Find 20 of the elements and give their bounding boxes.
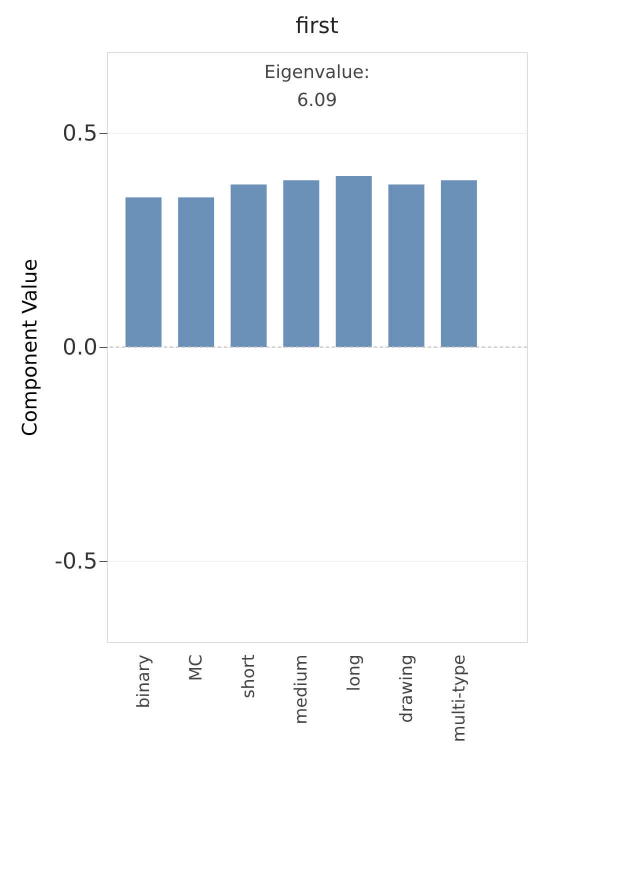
x-tick-label: short <box>239 654 260 698</box>
bar <box>388 184 424 347</box>
x-tick-label: drawing <box>396 654 417 723</box>
y-axis-title: Component Value <box>18 258 42 436</box>
y-tick-label: -0.5 <box>54 549 98 574</box>
x-tick-label: MC <box>186 654 207 682</box>
y-tick-label: 0.0 <box>62 336 98 360</box>
bar <box>336 176 372 347</box>
bar <box>230 184 267 347</box>
x-tick-label: multi-type <box>449 654 470 742</box>
bar <box>283 180 320 347</box>
y-tick-label: 0.5 <box>62 122 98 147</box>
bar <box>178 197 214 347</box>
x-tick-label: medium <box>292 654 312 724</box>
bar <box>440 180 477 347</box>
x-tick-label: long <box>344 654 364 692</box>
annotation: Eigenvalue: 6.09 <box>264 62 370 111</box>
x-tick-label: binary <box>134 654 154 708</box>
chart-title: first <box>296 14 339 39</box>
bar <box>126 197 162 347</box>
